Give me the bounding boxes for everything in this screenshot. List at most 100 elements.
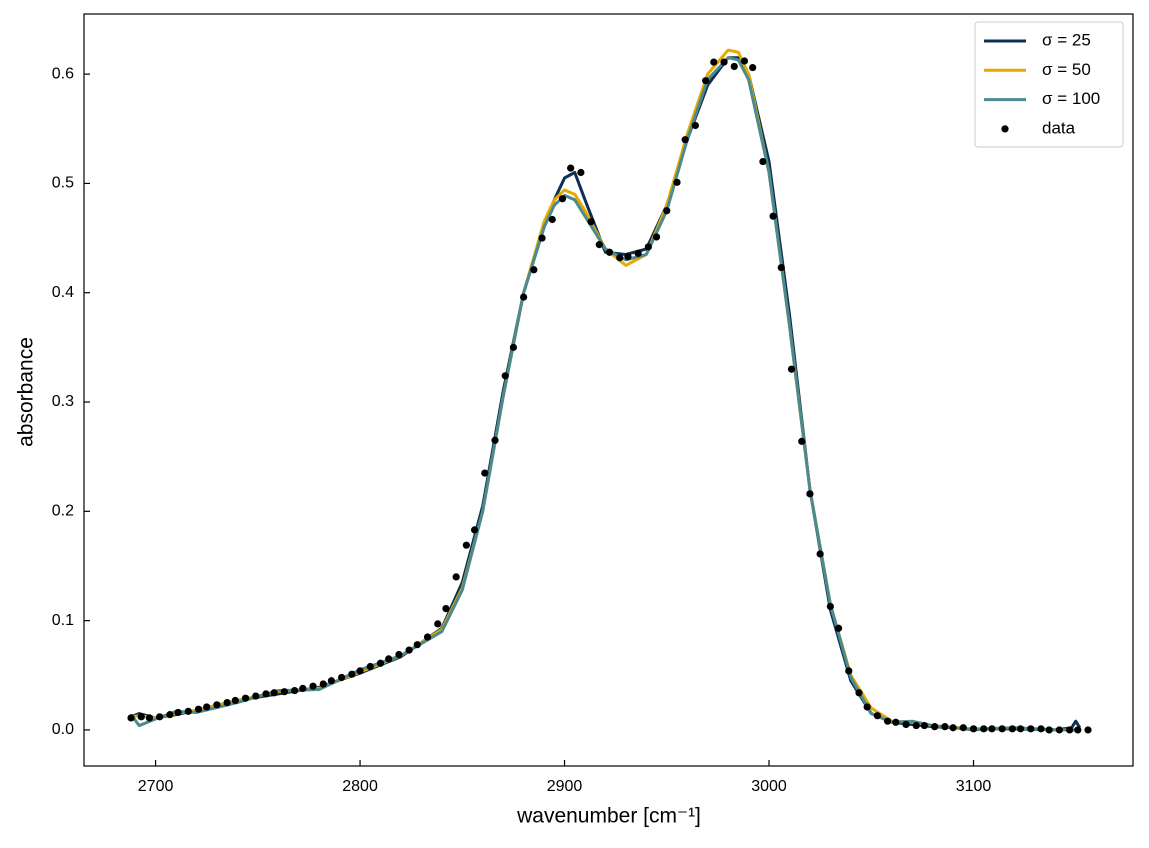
data-point (520, 293, 528, 301)
y-tick-label: 0.6 (52, 65, 74, 82)
data-point (634, 249, 642, 257)
data-point (356, 667, 364, 675)
data-point (710, 58, 718, 66)
data-point (241, 694, 250, 702)
data-point (749, 63, 757, 72)
plot-frame (83, 13, 1134, 767)
legend-label: σ = 100 (1042, 89, 1100, 108)
data-point (941, 723, 949, 731)
data-point (137, 713, 145, 721)
data-point (845, 667, 853, 675)
data-point (855, 689, 863, 697)
data-point (863, 703, 871, 711)
data-point (1037, 725, 1045, 733)
data-point (587, 218, 595, 226)
data-point (740, 57, 749, 65)
data-point (309, 682, 317, 690)
data-point (452, 573, 460, 581)
data-point (442, 605, 450, 613)
data-point (366, 662, 374, 671)
data-point (873, 712, 881, 720)
data-point (1027, 725, 1035, 733)
data-point (902, 720, 910, 729)
data-point (231, 696, 239, 705)
data-point (156, 713, 164, 721)
data-point (681, 136, 689, 144)
data-point (194, 705, 203, 713)
data-point (931, 723, 939, 731)
legend-box (974, 21, 1124, 148)
y-tick-label: 0.5 (52, 175, 74, 192)
y-tick-label: 0.3 (52, 393, 74, 410)
data-point (327, 677, 336, 685)
data-point (787, 365, 796, 373)
data-point (405, 646, 413, 654)
x-tick-label: 2900 (547, 778, 583, 795)
legend-marker (1001, 125, 1009, 133)
data-point (959, 724, 967, 732)
data-point (1074, 726, 1082, 734)
data-point (548, 215, 556, 224)
data-point (252, 692, 260, 700)
data-point (798, 437, 806, 445)
x-tick-label: 2700 (138, 778, 174, 795)
data-point (213, 701, 221, 709)
data-point (720, 58, 728, 66)
data-point (998, 725, 1006, 733)
legend-label: σ = 25 (1042, 30, 1091, 49)
data-point (127, 714, 135, 722)
data-point (530, 266, 538, 274)
data-point (567, 164, 575, 172)
data-point (624, 253, 632, 261)
data-point (691, 121, 700, 130)
legend-label: σ = 50 (1042, 60, 1091, 79)
data-point (806, 490, 814, 498)
data-point (1008, 725, 1016, 733)
data-point (777, 263, 785, 272)
data-point (481, 469, 489, 477)
data-point (1084, 726, 1092, 734)
data-point (291, 686, 299, 695)
data-point (395, 650, 403, 659)
data-point (338, 673, 346, 682)
x-axis-label: wavenumber [cm⁻¹] (516, 805, 701, 828)
data-point (558, 195, 567, 203)
data-point (174, 708, 182, 717)
data-point (920, 721, 929, 730)
x-tick-label: 3100 (956, 778, 992, 795)
data-point (1066, 726, 1074, 734)
data-point (595, 241, 603, 249)
y-tick-label: 0.0 (52, 721, 74, 738)
data-point (1045, 726, 1053, 734)
y-tick-label: 0.2 (52, 503, 74, 520)
data-point (270, 689, 278, 697)
y-axis-label: absorbance (15, 337, 38, 447)
data-point (348, 670, 356, 678)
legend-label: data (1042, 118, 1076, 137)
data-point (184, 707, 192, 715)
data-point (223, 699, 231, 707)
data-point (145, 714, 154, 722)
data-point (166, 711, 174, 719)
data-point (385, 655, 393, 663)
data-point (969, 725, 978, 733)
data-point (1055, 726, 1063, 734)
y-tick-label: 0.4 (52, 284, 74, 301)
data-point (949, 724, 957, 732)
data-point (980, 725, 988, 733)
data-point (262, 690, 270, 698)
data-point (826, 602, 834, 611)
data-point (816, 550, 824, 558)
data-point (299, 684, 307, 692)
data-point (462, 541, 470, 549)
data-point (884, 717, 892, 725)
data-point (644, 243, 652, 251)
data-point (673, 178, 681, 186)
data-point (470, 526, 479, 534)
data-point (413, 641, 421, 649)
data-point (892, 718, 900, 726)
data-point (203, 703, 211, 711)
data-point (577, 168, 585, 177)
